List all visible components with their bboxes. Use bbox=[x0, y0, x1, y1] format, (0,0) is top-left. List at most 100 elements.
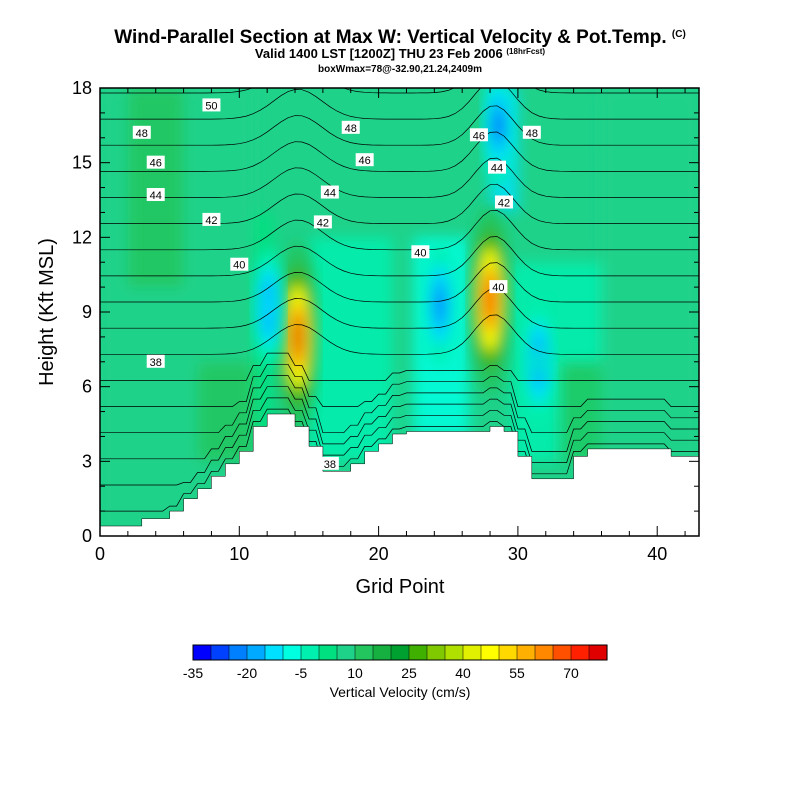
theta-contour bbox=[100, 183, 699, 224]
colorbar-swatch bbox=[354, 644, 374, 661]
theta-contour bbox=[100, 105, 699, 146]
velocity-cores bbox=[252, 88, 555, 432]
colorbar-swatch bbox=[192, 644, 212, 661]
colorbar-swatch bbox=[228, 644, 248, 661]
field-band bbox=[559, 361, 602, 462]
x-axis-label: Grid Point bbox=[356, 576, 445, 598]
x-axis: 0 10 20 30 40 bbox=[95, 88, 686, 564]
chart-title: Wind-Parallel Section at Max W: Vertical… bbox=[114, 27, 686, 48]
field-band bbox=[601, 88, 699, 462]
chart-title-mark: (C) bbox=[672, 29, 686, 40]
colorbar-swatch bbox=[552, 644, 572, 661]
colorbar-tick-label: 25 bbox=[401, 665, 417, 681]
contour-label: 48 bbox=[132, 125, 151, 140]
updraft-core bbox=[277, 241, 319, 432]
contour-label: 42 bbox=[313, 215, 332, 229]
colorbar-swatch bbox=[498, 644, 518, 661]
colorbar-swatch bbox=[318, 644, 338, 661]
theta-contour bbox=[100, 408, 699, 512]
colorbar-tick-label: 55 bbox=[509, 665, 525, 681]
theta-contour bbox=[100, 210, 699, 251]
y-tick-label: 9 bbox=[82, 302, 92, 322]
colorbar-swatch bbox=[462, 644, 482, 661]
theta-contour bbox=[100, 88, 699, 120]
colorbar-tick-label: -5 bbox=[295, 665, 308, 681]
contour-label-text: 38 bbox=[150, 357, 162, 369]
colorbar-swatch bbox=[300, 644, 320, 661]
downdraft-core bbox=[423, 244, 456, 365]
y-axis-label: Height (Kft MSL) bbox=[36, 238, 58, 386]
chart-title-text: Wind-Parallel Section at Max W: Vertical… bbox=[114, 27, 666, 48]
contour-label-text: 44 bbox=[150, 190, 162, 202]
field-band bbox=[197, 361, 254, 462]
y-tick-label: 18 bbox=[72, 78, 92, 98]
chart-subtitle2: boxWmax=78@-32.90,21.24,2409m bbox=[318, 64, 482, 75]
contour-label-text: 44 bbox=[324, 188, 336, 200]
contour-label: 44 bbox=[320, 185, 339, 200]
plot-area: 50 48 48 48 46 46 46 44 44 44 42 42 42 40 40 40 38 38 bbox=[100, 88, 699, 536]
contour-label: 40 bbox=[411, 245, 430, 259]
y-tick-label: 15 bbox=[72, 153, 92, 173]
colorbar-swatch bbox=[408, 644, 428, 661]
colorbar-swatch bbox=[282, 644, 302, 661]
theta-contour bbox=[100, 236, 699, 277]
colorbar-swatch bbox=[480, 644, 500, 661]
contour-label-text: 42 bbox=[317, 217, 329, 229]
contour-label-text: 50 bbox=[205, 100, 217, 112]
contour-label: 44 bbox=[146, 188, 165, 202]
colorbar-tick-label: 40 bbox=[455, 665, 471, 681]
contour-label-text: 40 bbox=[233, 260, 245, 272]
y-tick-label: 12 bbox=[72, 227, 92, 247]
contour-label: 40 bbox=[230, 257, 249, 272]
colorbar-tick-label: 10 bbox=[347, 665, 363, 681]
updraft-core bbox=[469, 204, 511, 395]
theta-contour bbox=[100, 131, 699, 172]
contour-label-text: 42 bbox=[205, 215, 217, 227]
colorbar-swatch bbox=[444, 644, 464, 661]
colorbar-swatch bbox=[516, 644, 536, 661]
downdraft-core bbox=[252, 247, 285, 368]
theta-contour bbox=[100, 88, 699, 94]
theta-contour bbox=[100, 397, 699, 486]
theta-contours bbox=[100, 88, 699, 512]
colorbar-swatch bbox=[336, 644, 356, 661]
x-tick-label: 10 bbox=[229, 544, 249, 564]
theta-contour bbox=[100, 262, 699, 303]
contour-label-text: 46 bbox=[150, 158, 162, 170]
y-axis: 0 3 6 9 12 15 18 bbox=[72, 78, 699, 546]
contour-label-text: 48 bbox=[136, 128, 148, 140]
y-tick-label: 0 bbox=[82, 526, 92, 546]
colorbar-swatch bbox=[210, 644, 230, 661]
colorbar-swatch bbox=[570, 644, 590, 661]
contour-label: 48 bbox=[522, 125, 541, 140]
contour-label-text: 38 bbox=[324, 459, 336, 471]
colorbar-label: Vertical Velocity (cm/s) bbox=[330, 684, 471, 700]
theta-contour bbox=[100, 352, 699, 381]
theta-contour bbox=[100, 375, 699, 434]
x-tick-label: 20 bbox=[369, 544, 389, 564]
colorbar-swatch bbox=[588, 644, 608, 661]
colorbar-swatch bbox=[426, 644, 446, 661]
x-tick-label: 40 bbox=[647, 544, 667, 564]
theta-contour bbox=[100, 314, 699, 355]
contour-labels: 50 48 48 48 46 46 46 44 44 44 42 42 42 40 40 40 38 38 bbox=[132, 98, 541, 471]
contour-label: 42 bbox=[202, 212, 221, 227]
contour-label-text: 44 bbox=[491, 163, 503, 175]
colorbar-tick-label: -20 bbox=[237, 665, 257, 681]
theta-contour bbox=[100, 157, 699, 198]
x-tick-label: 30 bbox=[508, 544, 528, 564]
y-tick-label: 6 bbox=[82, 377, 92, 397]
colorbar-frame bbox=[192, 644, 608, 661]
colorbar-swatch bbox=[390, 644, 410, 661]
chart-subtitle-mark: (18hrFcst) bbox=[506, 47, 545, 56]
y-tick-label: 3 bbox=[82, 451, 92, 471]
contour-label: 46 bbox=[469, 128, 488, 142]
colorbar-swatch bbox=[264, 644, 284, 661]
contour-label: 50 bbox=[202, 98, 221, 112]
colorbar-swatch bbox=[246, 644, 266, 661]
contour-label: 38 bbox=[320, 456, 339, 471]
x-tick-label: 0 bbox=[95, 544, 105, 564]
theta-contour bbox=[100, 386, 699, 460]
terrain-mask bbox=[100, 413, 699, 536]
